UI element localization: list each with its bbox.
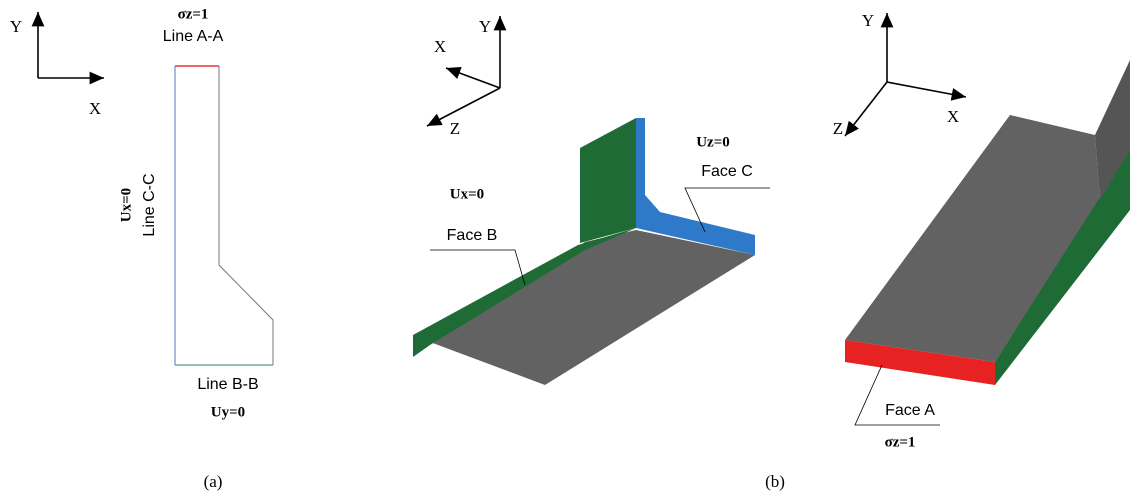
condition: Uz=0	[696, 134, 730, 150]
outline	[219, 66, 273, 365]
condition: Ux=0	[118, 188, 134, 222]
axis-label: X	[89, 99, 101, 118]
line-label: Line C-C	[141, 173, 158, 236]
condition: Uy=0	[211, 404, 245, 420]
caption: (b)	[765, 472, 785, 491]
face-label: Face B	[447, 227, 498, 244]
base-plate	[845, 115, 1100, 362]
axis-label: Z	[833, 119, 843, 138]
condition: σz=1	[885, 434, 916, 450]
axis-label: X	[434, 37, 446, 56]
condition: σz=1	[178, 6, 209, 22]
axis-arrow	[887, 82, 966, 97]
axis-arrow	[845, 82, 887, 136]
axis-label: Y	[479, 17, 491, 36]
axis-label: X	[947, 107, 959, 126]
axis-label: Z	[450, 119, 460, 138]
axis-arrow	[446, 68, 500, 88]
line-label: Line B-B	[197, 376, 258, 393]
panel-b-left: Y X Z Uz=0 Face C Ux=0 Face B	[413, 16, 770, 385]
face-label: Face A	[885, 402, 935, 419]
line-label: Line A-A	[163, 28, 224, 45]
web-plate	[580, 118, 636, 243]
condition: Ux=0	[450, 186, 484, 202]
axis-arrow	[427, 88, 500, 126]
axis-label: Y	[862, 11, 874, 30]
leader	[430, 250, 525, 285]
figure: Y X σz=1 Line A-A Ux=0 Line C-C Line B-B…	[0, 0, 1130, 502]
face-label: Face C	[701, 163, 753, 180]
axis-label: Y	[10, 17, 22, 36]
panel-a: Y X σz=1 Line A-A Ux=0 Line C-C Line B-B…	[10, 6, 273, 490]
caption: (a)	[204, 472, 223, 491]
panel-b-right: Y Z X Face A σz=1	[833, 11, 1130, 451]
